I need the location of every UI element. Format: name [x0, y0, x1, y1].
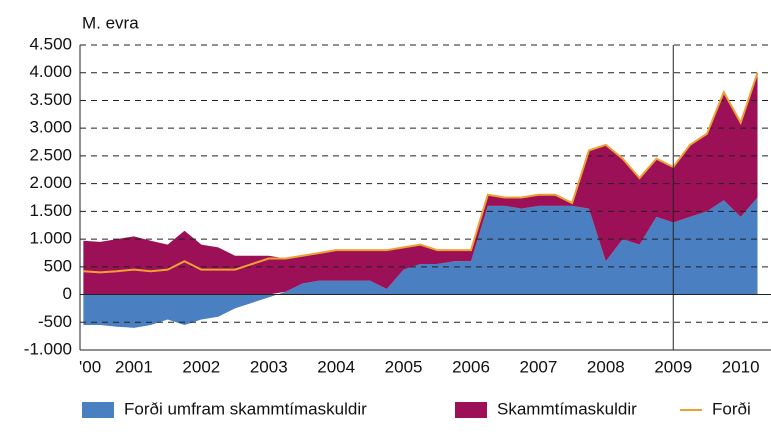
- line: [83, 72, 759, 274]
- y-tick-label: 0: [63, 284, 72, 303]
- x-tick-label: '00: [79, 357, 101, 376]
- legend-label: Forði: [712, 399, 751, 418]
- x-tick-label: 2004: [317, 357, 355, 376]
- y-tick-label: -500: [38, 312, 72, 331]
- legend-label: Forði umfram skammtímaskuldir: [124, 399, 367, 418]
- x-tick-label: 2006: [452, 357, 490, 376]
- y-tick-label: 3.500: [29, 90, 72, 109]
- area-0: [83, 197, 758, 328]
- x-tick-label: 2010: [722, 357, 760, 376]
- x-tick-label: 2008: [587, 357, 625, 376]
- y-tick-label: 3.000: [29, 118, 72, 137]
- y-tick-label: 1.000: [29, 229, 72, 248]
- y-tick-label: 500: [44, 256, 72, 275]
- y-tick-label: 1.500: [29, 201, 72, 220]
- y-tick-label: 2.000: [29, 173, 72, 192]
- y-tick-label: 4.000: [29, 62, 72, 81]
- legend-swatch: [455, 402, 487, 418]
- y-axis-title: M. evra: [82, 13, 139, 32]
- y-tick-label: 4.500: [29, 34, 72, 53]
- x-tick-label: 2005: [385, 357, 423, 376]
- legend-label: Skammtímaskuldir: [497, 399, 637, 418]
- x-tick-label: 2003: [250, 357, 288, 376]
- legend-swatch: [82, 402, 114, 418]
- y-tick-label: 2.500: [29, 145, 72, 164]
- y-tick-label: -1.000: [24, 339, 72, 358]
- x-tick-label: 2007: [520, 357, 558, 376]
- x-tick-label: 2009: [654, 357, 692, 376]
- x-tick-label: 2001: [115, 357, 153, 376]
- x-tick-label: 2002: [182, 357, 220, 376]
